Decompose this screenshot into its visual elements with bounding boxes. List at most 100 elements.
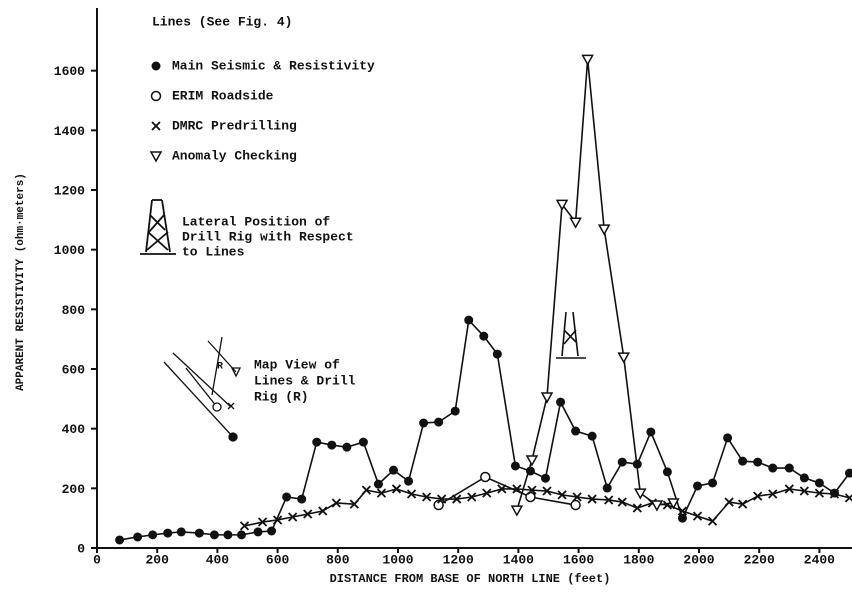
x-tick-label: 600 [266,552,290,567]
point [163,528,173,538]
point [571,426,581,436]
point [303,509,313,519]
x-tick-label: 2200 [744,552,775,567]
point [349,499,359,509]
point [753,457,763,467]
point [650,500,664,512]
point [342,442,352,452]
point [723,433,733,443]
point [829,489,840,499]
legend-marker [150,90,162,102]
legend: Lines (See Fig. 4) Main Seismic & Resist… [149,14,375,163]
rig-note: Lateral Position of [182,214,330,229]
x-tick-label: 1000 [382,552,413,567]
point [239,521,250,531]
point [677,513,687,523]
point [646,427,656,437]
point [312,437,322,447]
point [844,493,852,503]
y-tick-label: 1600 [54,64,85,79]
x-tick-label: 1600 [563,552,594,567]
point [845,468,852,478]
point [452,494,462,504]
x-tick-label: 1800 [623,552,654,567]
point [634,488,647,500]
x-tick-label: 1200 [443,552,474,567]
rig-note: to Lines [182,244,245,259]
point [373,479,383,489]
point [738,456,748,466]
point [482,488,492,498]
drill-rig-icon [140,199,176,255]
point [724,497,734,507]
map-note: Map View of [254,357,340,372]
point [525,455,539,467]
point [632,503,642,513]
point [617,457,627,467]
point [288,512,298,522]
y-axis-label: APPARENT RESISTIVITY (ohm·meters) [15,173,27,391]
y-tick-label: 1200 [54,183,85,198]
point [662,467,672,477]
point [814,478,824,488]
legend-label: Anomaly Checking [172,148,297,163]
point [148,530,158,540]
point [570,499,581,511]
point [464,315,474,325]
y-tick-label: 0 [77,541,85,556]
point [331,498,341,508]
point [376,488,387,498]
point [327,440,337,450]
x-tick-label: 0 [93,552,101,567]
point [525,491,536,503]
point [602,483,612,493]
point [404,476,414,486]
point [223,530,233,540]
point [253,527,263,537]
point [479,331,489,341]
point [318,506,328,516]
point [799,473,809,483]
point [597,224,611,236]
map-note: Rig (R) [254,389,309,404]
point [391,484,402,494]
x-tick-label: 2000 [683,552,714,567]
point [257,517,268,527]
x-tick-label: 1400 [503,552,534,567]
point [282,492,292,502]
point [799,486,809,496]
point [617,352,631,364]
point [708,478,718,488]
x-tick-label: 2400 [804,552,835,567]
point [419,418,429,428]
point [542,486,552,496]
point [556,397,566,407]
point [555,199,569,211]
point [450,406,460,416]
point [707,516,718,526]
point [115,535,125,545]
point [510,461,520,471]
legend-marker [149,151,163,163]
series-line [438,476,576,506]
point [581,54,594,66]
point [753,491,763,501]
map-note: Lines & Drill [254,373,356,388]
point [194,528,204,538]
point [421,492,432,502]
point [467,492,477,502]
rig-note: Drill Rig with Respect [182,229,354,244]
point [768,463,778,473]
point [209,530,219,540]
y-tick-label: 600 [62,362,86,377]
point [388,465,398,475]
point [617,497,627,507]
point [527,485,537,495]
legend-label: Main Seismic & Resistivity [172,58,375,73]
point [510,505,524,517]
point [738,499,748,509]
x-axis-label: DISTANCE FROM BASE OF NORTH LINE (feet) [330,572,611,586]
point [604,495,614,505]
